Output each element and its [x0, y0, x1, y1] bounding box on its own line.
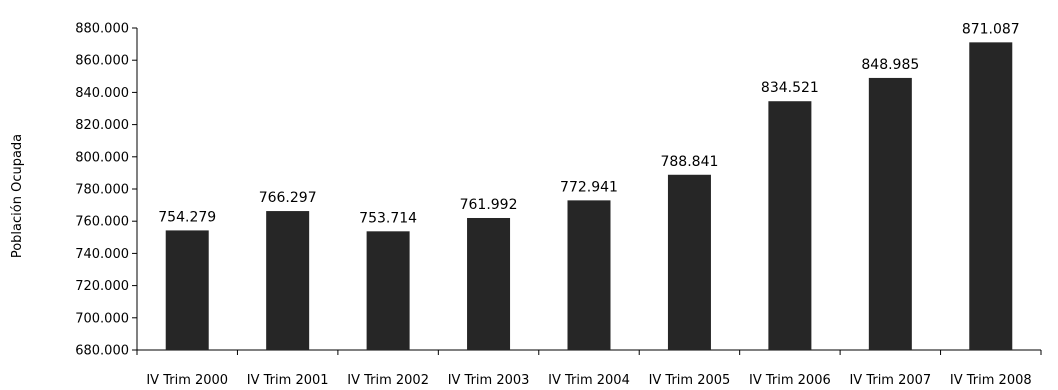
x-tick-label: IV Trim 2000 — [146, 373, 228, 388]
bar — [165, 230, 209, 350]
y-tick-label: 680.000 — [75, 344, 129, 359]
x-tick-label: IV Trim 2008 — [950, 373, 1032, 388]
y-tick-label: 740.000 — [75, 247, 129, 262]
data-label: 766.297 — [259, 190, 317, 206]
bar — [969, 42, 1013, 351]
y-tick-label: 720.000 — [75, 279, 129, 294]
data-label: 834.521 — [761, 80, 819, 96]
y-tick-label: 700.000 — [75, 311, 129, 326]
axes: 680.000 700.000 720.000 740.000 760.000 780.0… — [75, 22, 1042, 388]
x-tick-label: IV Trim 2007 — [849, 373, 931, 388]
y-tick-label: 760.000 — [75, 215, 129, 230]
y-tick-label: 840.000 — [75, 86, 129, 101]
x-tick-label: IV Trim 2003 — [448, 373, 530, 388]
y-tick-label: 880.000 — [75, 22, 129, 37]
data-label: 772.941 — [560, 179, 618, 195]
y-axis-title: Población Ocupada — [10, 134, 25, 258]
bar — [567, 200, 611, 350]
data-label: 754.279 — [158, 209, 216, 225]
x-tick-label: IV Trim 2006 — [749, 373, 831, 388]
x-tick-label: IV Trim 2004 — [548, 373, 630, 388]
bar — [467, 217, 511, 350]
x-tick-label: IV Trim 2001 — [247, 373, 329, 388]
data-label: 848.985 — [861, 57, 919, 73]
bar — [266, 211, 310, 350]
data-label: 788.841 — [660, 154, 718, 170]
data-label: 871.087 — [962, 21, 1020, 37]
y-tick-label: 860.000 — [75, 54, 129, 69]
y-tick-label: 820.000 — [75, 118, 129, 133]
bar — [868, 77, 912, 351]
bar — [768, 101, 812, 350]
y-tick-label: 800.000 — [75, 150, 129, 165]
data-label: 753.714 — [359, 210, 417, 226]
bars — [165, 42, 1013, 351]
y-tick-label: 780.000 — [75, 183, 129, 198]
x-tick-label: IV Trim 2002 — [347, 373, 429, 388]
x-tick-label: IV Trim 2005 — [649, 373, 731, 388]
bar — [667, 174, 711, 350]
data-label: 761.992 — [460, 197, 518, 213]
bar — [366, 231, 410, 350]
data-labels: 754.279 766.297 753.714 761.992 772.941 788.8… — [158, 21, 1019, 226]
